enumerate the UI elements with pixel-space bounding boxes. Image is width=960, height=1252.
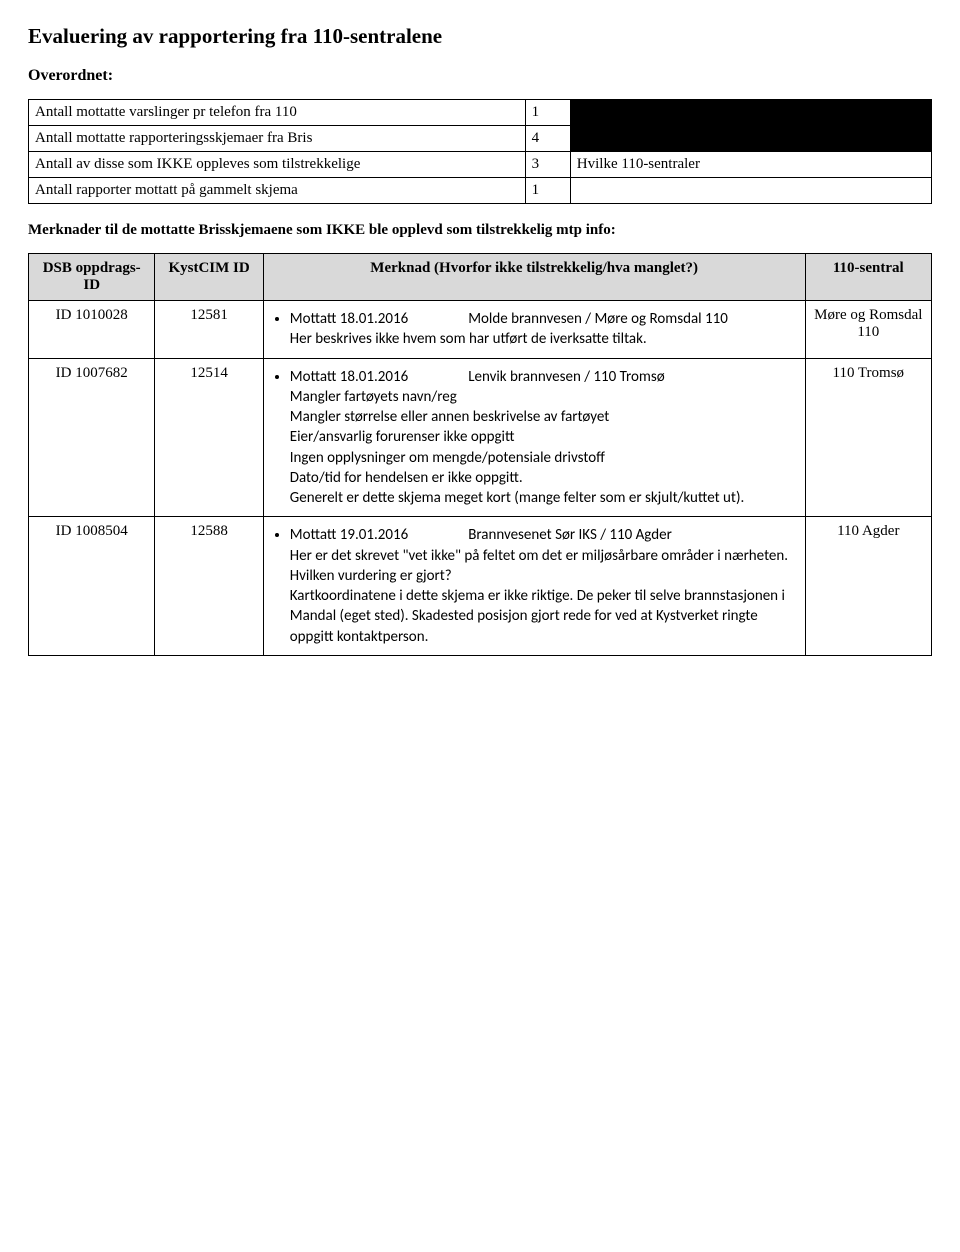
summary-row: Antall mottatte rapporteringsskjemaer fr…: [29, 126, 932, 152]
details-row: ID 101002812581 Mottatt 18.01.2016Molde b…: [29, 301, 932, 359]
summary-note: [570, 126, 931, 152]
cell-dsb-id: ID 1008504: [29, 517, 155, 656]
cell-merknad: Mottatt 19.01.2016Brannvesenet Sør IKS /…: [263, 517, 805, 656]
summary-label: Antall mottatte rapporteringsskjemaer fr…: [29, 126, 526, 152]
merknad-item: Mottatt 18.01.2016Lenvik brannvesen / 11…: [290, 367, 797, 509]
merknad-item: Mottatt 18.01.2016Molde brannvesen / Mør…: [290, 309, 797, 350]
summary-note: Hvilke 110-sentraler: [570, 152, 931, 178]
summary-value: 3: [525, 152, 570, 178]
cell-110-sentral: 110 Tromsø: [805, 358, 931, 517]
merknad-item: Mottatt 19.01.2016Brannvesenet Sør IKS /…: [290, 525, 797, 647]
page-title: Evaluering av rapportering fra 110-sentr…: [28, 24, 932, 49]
details-row: ID 100768212514Mottatt 18.01.2016Lenvik …: [29, 358, 932, 517]
cell-kystcim-id: 12514: [155, 358, 263, 517]
col-header-merk: Merknad (Hvorfor ikke tilstrekkelig/hva …: [263, 254, 805, 301]
summary-row: Antall mottatte varslinger pr telefon fr…: [29, 100, 932, 126]
summary-value: 4: [525, 126, 570, 152]
cell-dsb-id: ID 1007682: [29, 358, 155, 517]
details-header-row: DSB oppdrags-ID KystCIM ID Merknad (Hvor…: [29, 254, 932, 301]
summary-note: [570, 178, 931, 204]
summary-label: Antall rapporter mottatt på gammelt skje…: [29, 178, 526, 204]
summary-value: 1: [525, 100, 570, 126]
cell-110-sentral: Møre og Romsdal 110: [805, 301, 931, 359]
col-header-kyst: KystCIM ID: [155, 254, 263, 301]
cell-merknad: Mottatt 18.01.2016Molde brannvesen / Mør…: [263, 301, 805, 359]
summary-label: Antall mottatte varslinger pr telefon fr…: [29, 100, 526, 126]
notes-heading: Merknader til de mottatte Brisskjemaene …: [28, 222, 932, 239]
cell-kystcim-id: 12581: [155, 301, 263, 359]
summary-label: Antall av disse som IKKE oppleves som ti…: [29, 152, 526, 178]
details-row: ID 100850412588Mottatt 19.01.2016Brannve…: [29, 517, 932, 656]
cell-merknad: Mottatt 18.01.2016Lenvik brannvesen / 11…: [263, 358, 805, 517]
cell-dsb-id: ID 1010028: [29, 301, 155, 359]
summary-row: Antall av disse som IKKE oppleves som ti…: [29, 152, 932, 178]
cell-110-sentral: 110 Agder: [805, 517, 931, 656]
subheading: Overordnet:: [28, 67, 932, 85]
cell-kystcim-id: 12588: [155, 517, 263, 656]
summary-value: 1: [525, 178, 570, 204]
summary-note: [570, 100, 931, 126]
summary-table: Antall mottatte varslinger pr telefon fr…: [28, 99, 932, 204]
details-table: DSB oppdrags-ID KystCIM ID Merknad (Hvor…: [28, 253, 932, 656]
col-header-110: 110-sentral: [805, 254, 931, 301]
summary-row: Antall rapporter mottatt på gammelt skje…: [29, 178, 932, 204]
col-header-dsb: DSB oppdrags-ID: [29, 254, 155, 301]
